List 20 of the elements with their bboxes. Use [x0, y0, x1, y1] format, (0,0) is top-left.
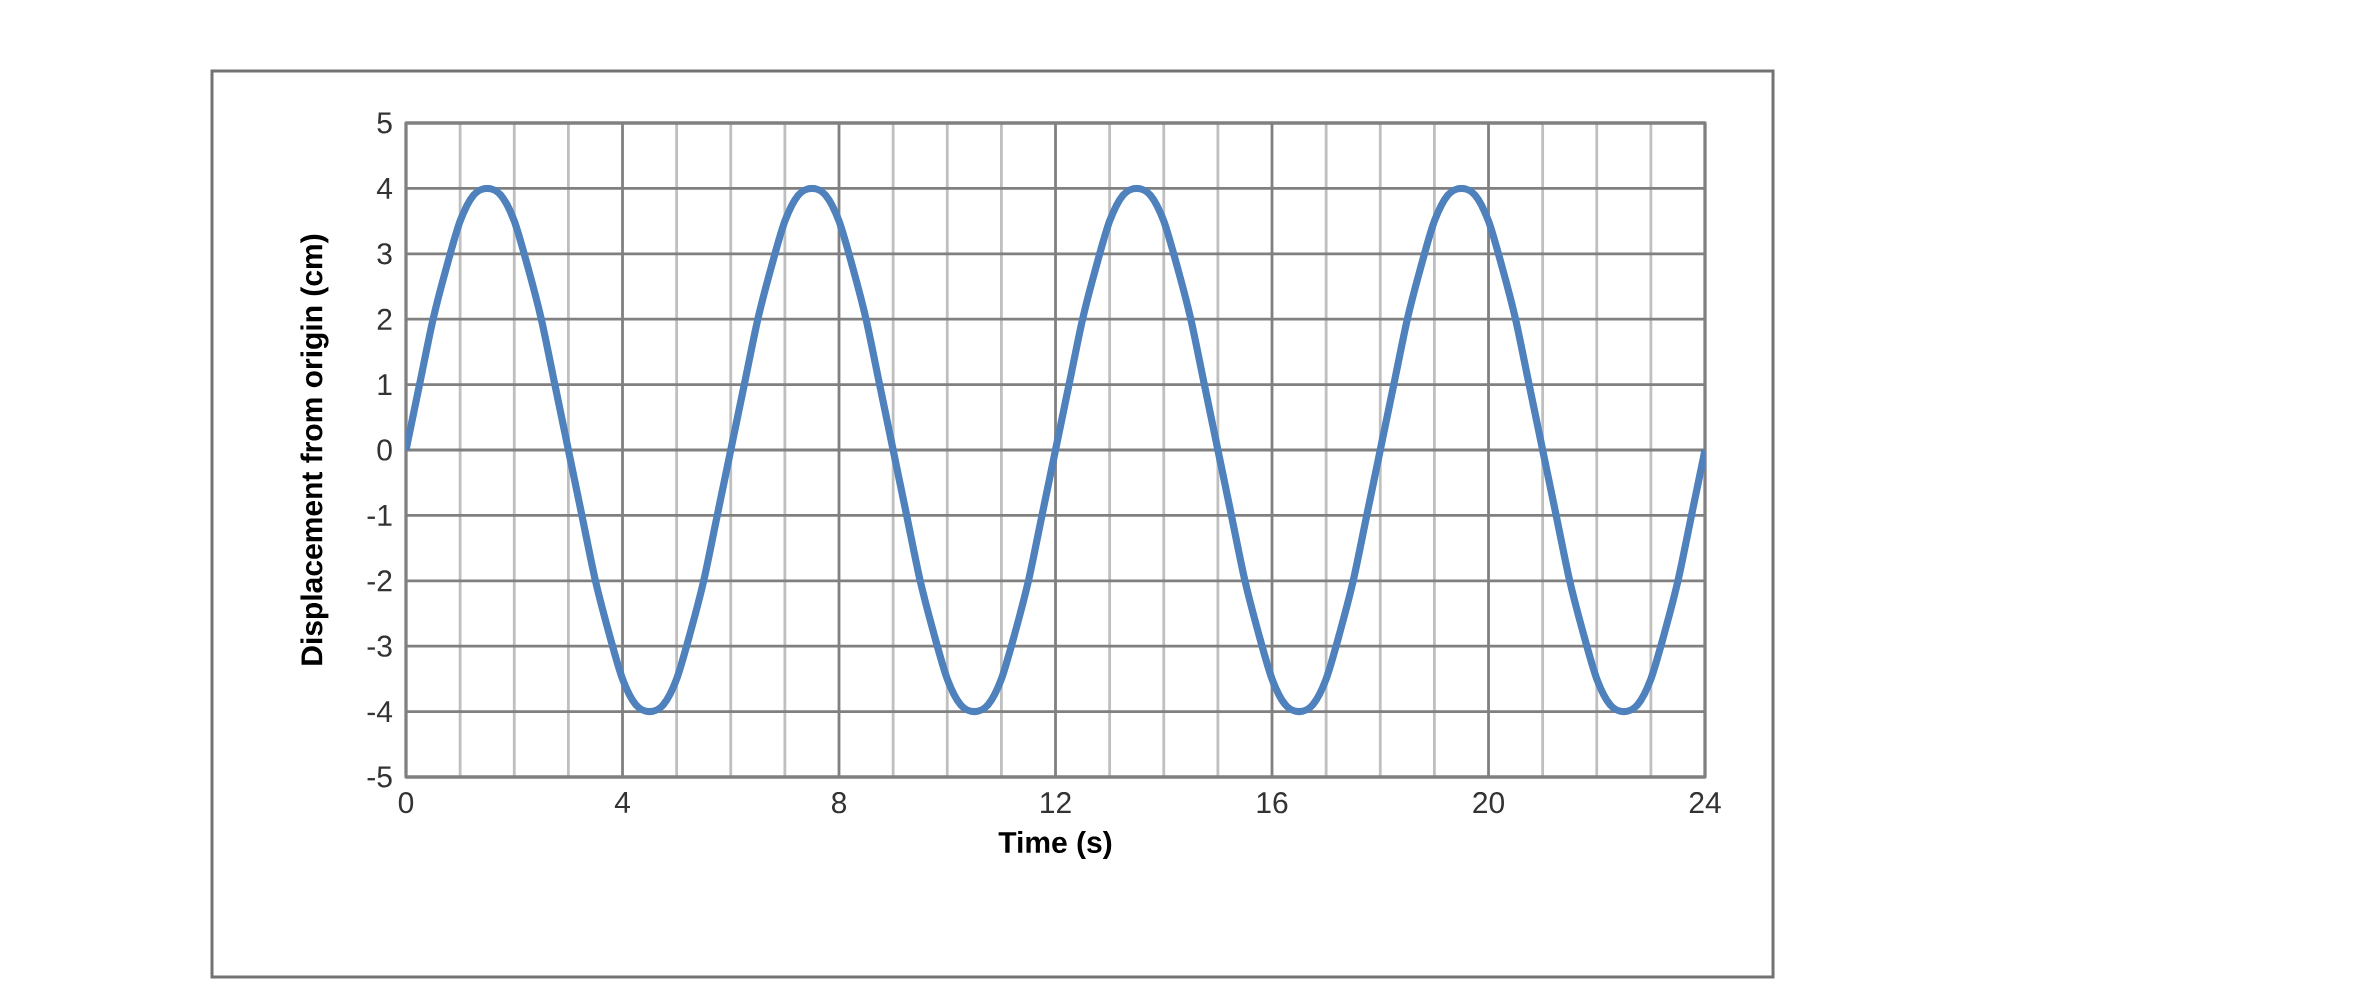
x-tick-label: 16: [1257, 792, 1288, 814]
y-tick-label: 4: [376, 178, 393, 199]
y-tick-label: 5: [377, 112, 392, 134]
y-tick-label: -2: [367, 570, 392, 592]
y-tick-label: 3: [377, 243, 392, 265]
x-tick-label: 12: [1041, 792, 1071, 814]
x-tick-label: 24: [1689, 792, 1721, 814]
y-tick-label: -1: [367, 505, 392, 526]
y-axis-title: Displacement from origin (cm): [300, 234, 329, 665]
x-tick-label: 20: [1473, 792, 1504, 814]
y-tick-label: -4: [367, 701, 393, 722]
y-tick-label: -3: [367, 635, 392, 657]
x-axis-title: Time (s): [998, 831, 1112, 859]
y-tick-label: 0: [377, 439, 392, 461]
x-tick-label: 0: [398, 792, 414, 814]
y-tick-label: -5: [367, 766, 392, 788]
y-tick-label: 1: [378, 374, 392, 395]
x-tick-label: 4: [614, 792, 630, 813]
y-tick-label: 2: [377, 308, 392, 330]
x-tick-label: 8: [831, 792, 847, 814]
